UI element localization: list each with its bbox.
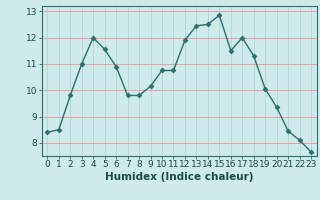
X-axis label: Humidex (Indice chaleur): Humidex (Indice chaleur) [105,172,253,182]
